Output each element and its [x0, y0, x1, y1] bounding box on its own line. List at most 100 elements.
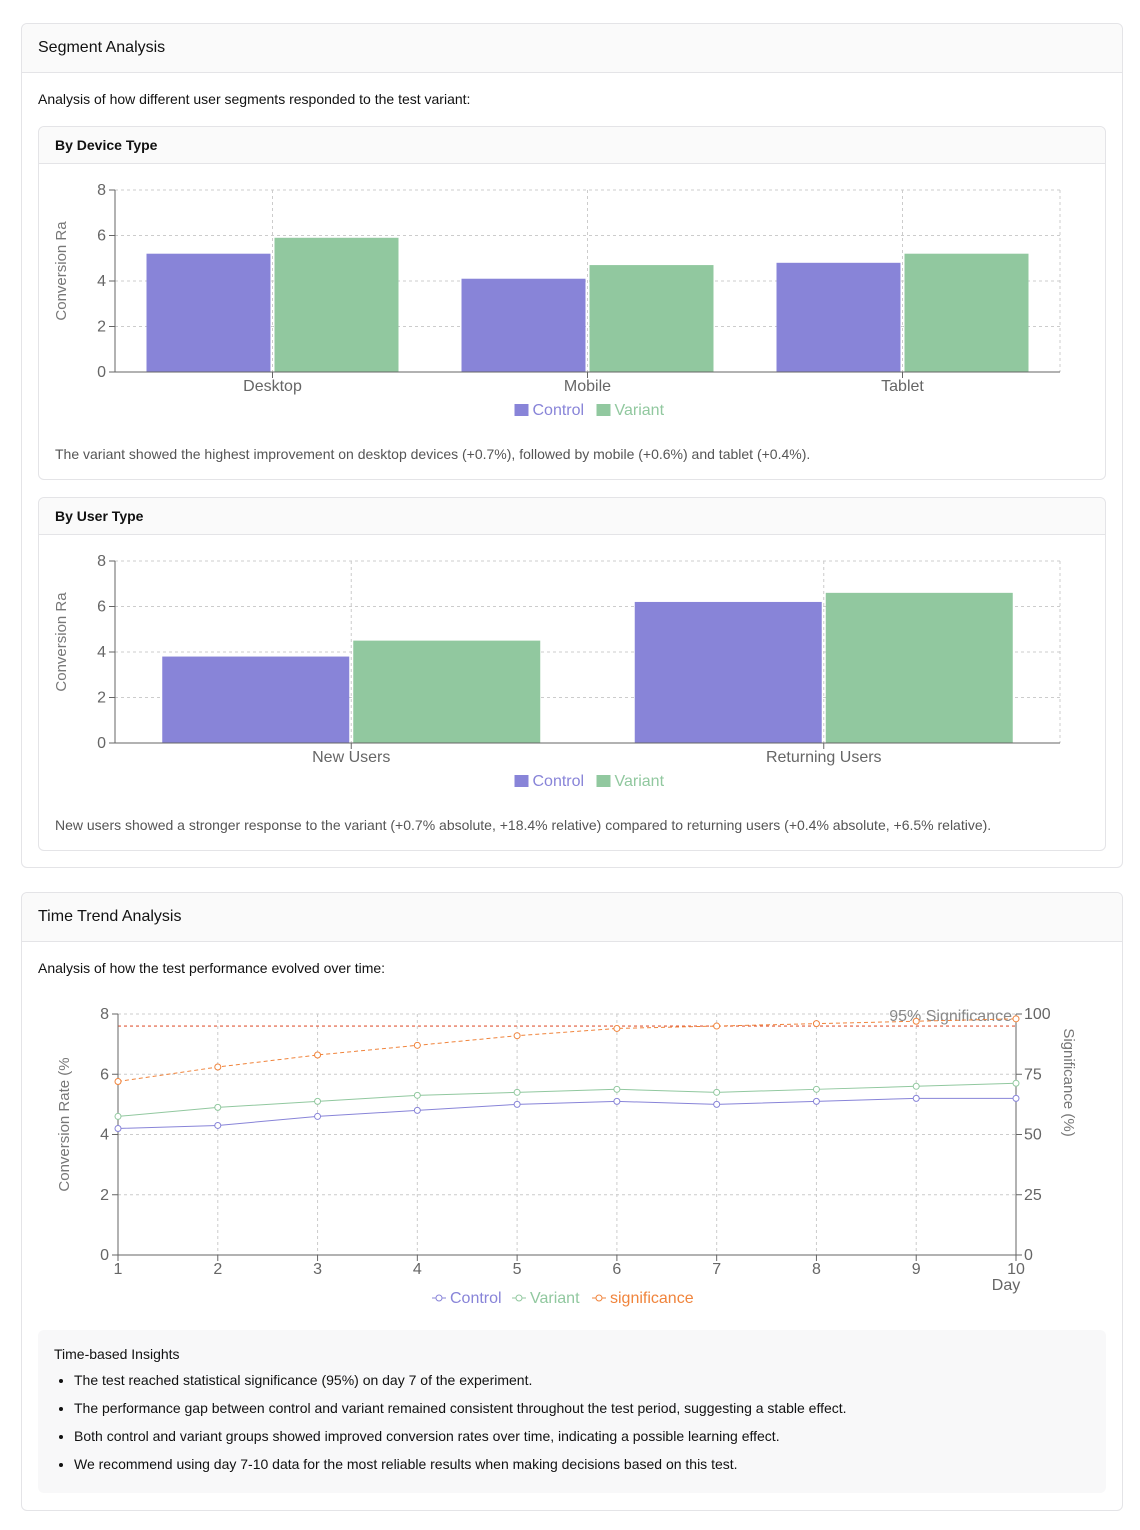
point-variant — [413, 1091, 421, 1099]
point-variant — [912, 1082, 920, 1090]
y-tick-label: 6 — [97, 599, 106, 616]
point-variant — [214, 1103, 222, 1111]
y-tick-label: 6 — [97, 228, 106, 245]
y-tick-label: 4 — [97, 273, 106, 290]
y-tick-label: 0 — [97, 735, 106, 752]
x-tick-label: 5 — [513, 1261, 522, 1278]
bar-control — [461, 278, 586, 372]
x-tick-label: 8 — [812, 1261, 821, 1278]
y-tick-label: 8 — [97, 553, 106, 570]
legend-swatch-control — [514, 404, 529, 416]
y-right-tick-label: 25 — [1024, 1187, 1042, 1204]
insight-item: We recommend using day 7-10 data for the… — [74, 1454, 1090, 1474]
reference-line-label: 95% Significance — [889, 1008, 1012, 1025]
legend-label-variant: Variant — [530, 1290, 580, 1307]
y-tick-label: 2 — [100, 1187, 109, 1204]
x-tick-label: 1 — [114, 1261, 123, 1278]
y-axis-label-right: Significance (%) — [1060, 1028, 1077, 1136]
point-control — [812, 1097, 820, 1105]
bar-variant — [904, 253, 1029, 372]
y-tick-label: 2 — [97, 690, 106, 707]
point-control — [114, 1124, 122, 1132]
point-control — [513, 1100, 521, 1108]
y-tick-label: 8 — [100, 1006, 109, 1023]
point-control — [613, 1097, 621, 1105]
x-tick-label: New Users — [312, 749, 390, 766]
point-control — [314, 1112, 322, 1120]
point-significance — [613, 1024, 621, 1032]
y-right-tick-label: 100 — [1024, 1006, 1051, 1023]
point-variant — [513, 1088, 521, 1096]
point-significance — [513, 1032, 521, 1040]
bar-control — [146, 253, 271, 372]
device-type-title: By Device Type — [39, 127, 1105, 164]
point-significance — [214, 1063, 222, 1071]
point-variant — [613, 1085, 621, 1093]
device-type-panel: By Device Type 0 2 4 6 8 Desktop Mobile Tablet C… — [38, 126, 1106, 480]
x-tick-label: Mobile — [564, 378, 611, 395]
x-tick-label: Desktop — [243, 378, 302, 395]
user-type-title: By User Type — [39, 498, 1105, 535]
legend-swatch-control — [514, 775, 529, 787]
series-line-significance — [117, 1018, 1017, 1082]
bar-control — [634, 601, 822, 743]
y-axis-label-left: Conversion Rate (% — [56, 1057, 73, 1191]
legend-label-control: Control — [533, 402, 585, 419]
device-type-chart: 0 2 4 6 8 Desktop Mobile Tablet Conversion Ra Con… — [53, 182, 1061, 419]
legend-label-variant: Variant — [615, 402, 665, 419]
point-significance — [314, 1051, 322, 1059]
user-type-chart: 0 2 4 6 8 New Users Returning Users Conversion … — [53, 553, 1061, 790]
x-tick-label: 9 — [912, 1261, 921, 1278]
point-significance — [812, 1020, 820, 1028]
y-tick-label: 0 — [100, 1247, 109, 1264]
point-variant — [314, 1097, 322, 1105]
y-tick-label: 6 — [100, 1066, 109, 1083]
time-insights-list: The test reached statistical significanc… — [54, 1370, 1090, 1474]
x-tick-label: 10 — [1007, 1261, 1025, 1278]
legend-marker-significance — [595, 1294, 603, 1302]
point-control — [413, 1106, 421, 1114]
x-tick-label: Tablet — [881, 378, 924, 395]
point-significance — [912, 1017, 920, 1025]
insight-item: Both control and variant groups showed i… — [74, 1426, 1090, 1446]
segment-analysis-intro: Analysis of how different user segments … — [38, 91, 471, 107]
time-trend-intro: Analysis of how the test performance evo… — [38, 960, 386, 976]
point-control — [1012, 1094, 1020, 1102]
legend-marker-variant — [515, 1294, 523, 1302]
bar-variant — [274, 237, 399, 372]
legend-label-variant: Variant — [615, 773, 665, 790]
point-significance — [1012, 1015, 1020, 1023]
point-control — [214, 1121, 222, 1129]
bar-variant — [353, 640, 541, 743]
insight-item: The performance gap between control and … — [74, 1398, 1090, 1418]
x-tick-label: 3 — [313, 1261, 322, 1278]
y-axis-label: Conversion Ra — [53, 592, 70, 692]
bar-variant — [589, 265, 714, 372]
legend-marker-control — [435, 1294, 443, 1302]
series-line-control — [117, 1097, 1016, 1129]
bar-control — [162, 656, 350, 743]
point-control — [713, 1100, 721, 1108]
y-right-tick-label: 0 — [1024, 1247, 1033, 1264]
y-tick-label: 2 — [97, 319, 106, 336]
bar-variant — [825, 592, 1013, 743]
time-insights-title: Time-based Insights — [54, 1346, 180, 1362]
x-tick-label: 7 — [712, 1261, 721, 1278]
x-tick-label: 6 — [612, 1261, 621, 1278]
user-type-panel: By User Type 0 2 4 6 8 New Users Returning Use… — [38, 497, 1106, 851]
y-tick-label: 4 — [100, 1127, 109, 1144]
point-variant — [114, 1112, 122, 1120]
device-type-note: The variant showed the highest improveme… — [55, 446, 811, 462]
x-tick-label: 2 — [213, 1261, 222, 1278]
bar-control — [776, 262, 901, 372]
legend-swatch-variant — [596, 775, 611, 787]
x-axis-label: Day — [992, 1277, 1020, 1294]
point-control — [912, 1094, 920, 1102]
y-tick-label: 4 — [97, 644, 106, 661]
y-tick-label: 8 — [97, 182, 106, 199]
point-significance — [114, 1077, 122, 1085]
time-trend-card: Time Trend Analysis Analysis of how the … — [21, 892, 1123, 1511]
insight-item: The test reached statistical significanc… — [74, 1370, 1090, 1390]
legend-label-control: Control — [533, 773, 585, 790]
user-type-note: New users showed a stronger response to … — [55, 817, 992, 833]
